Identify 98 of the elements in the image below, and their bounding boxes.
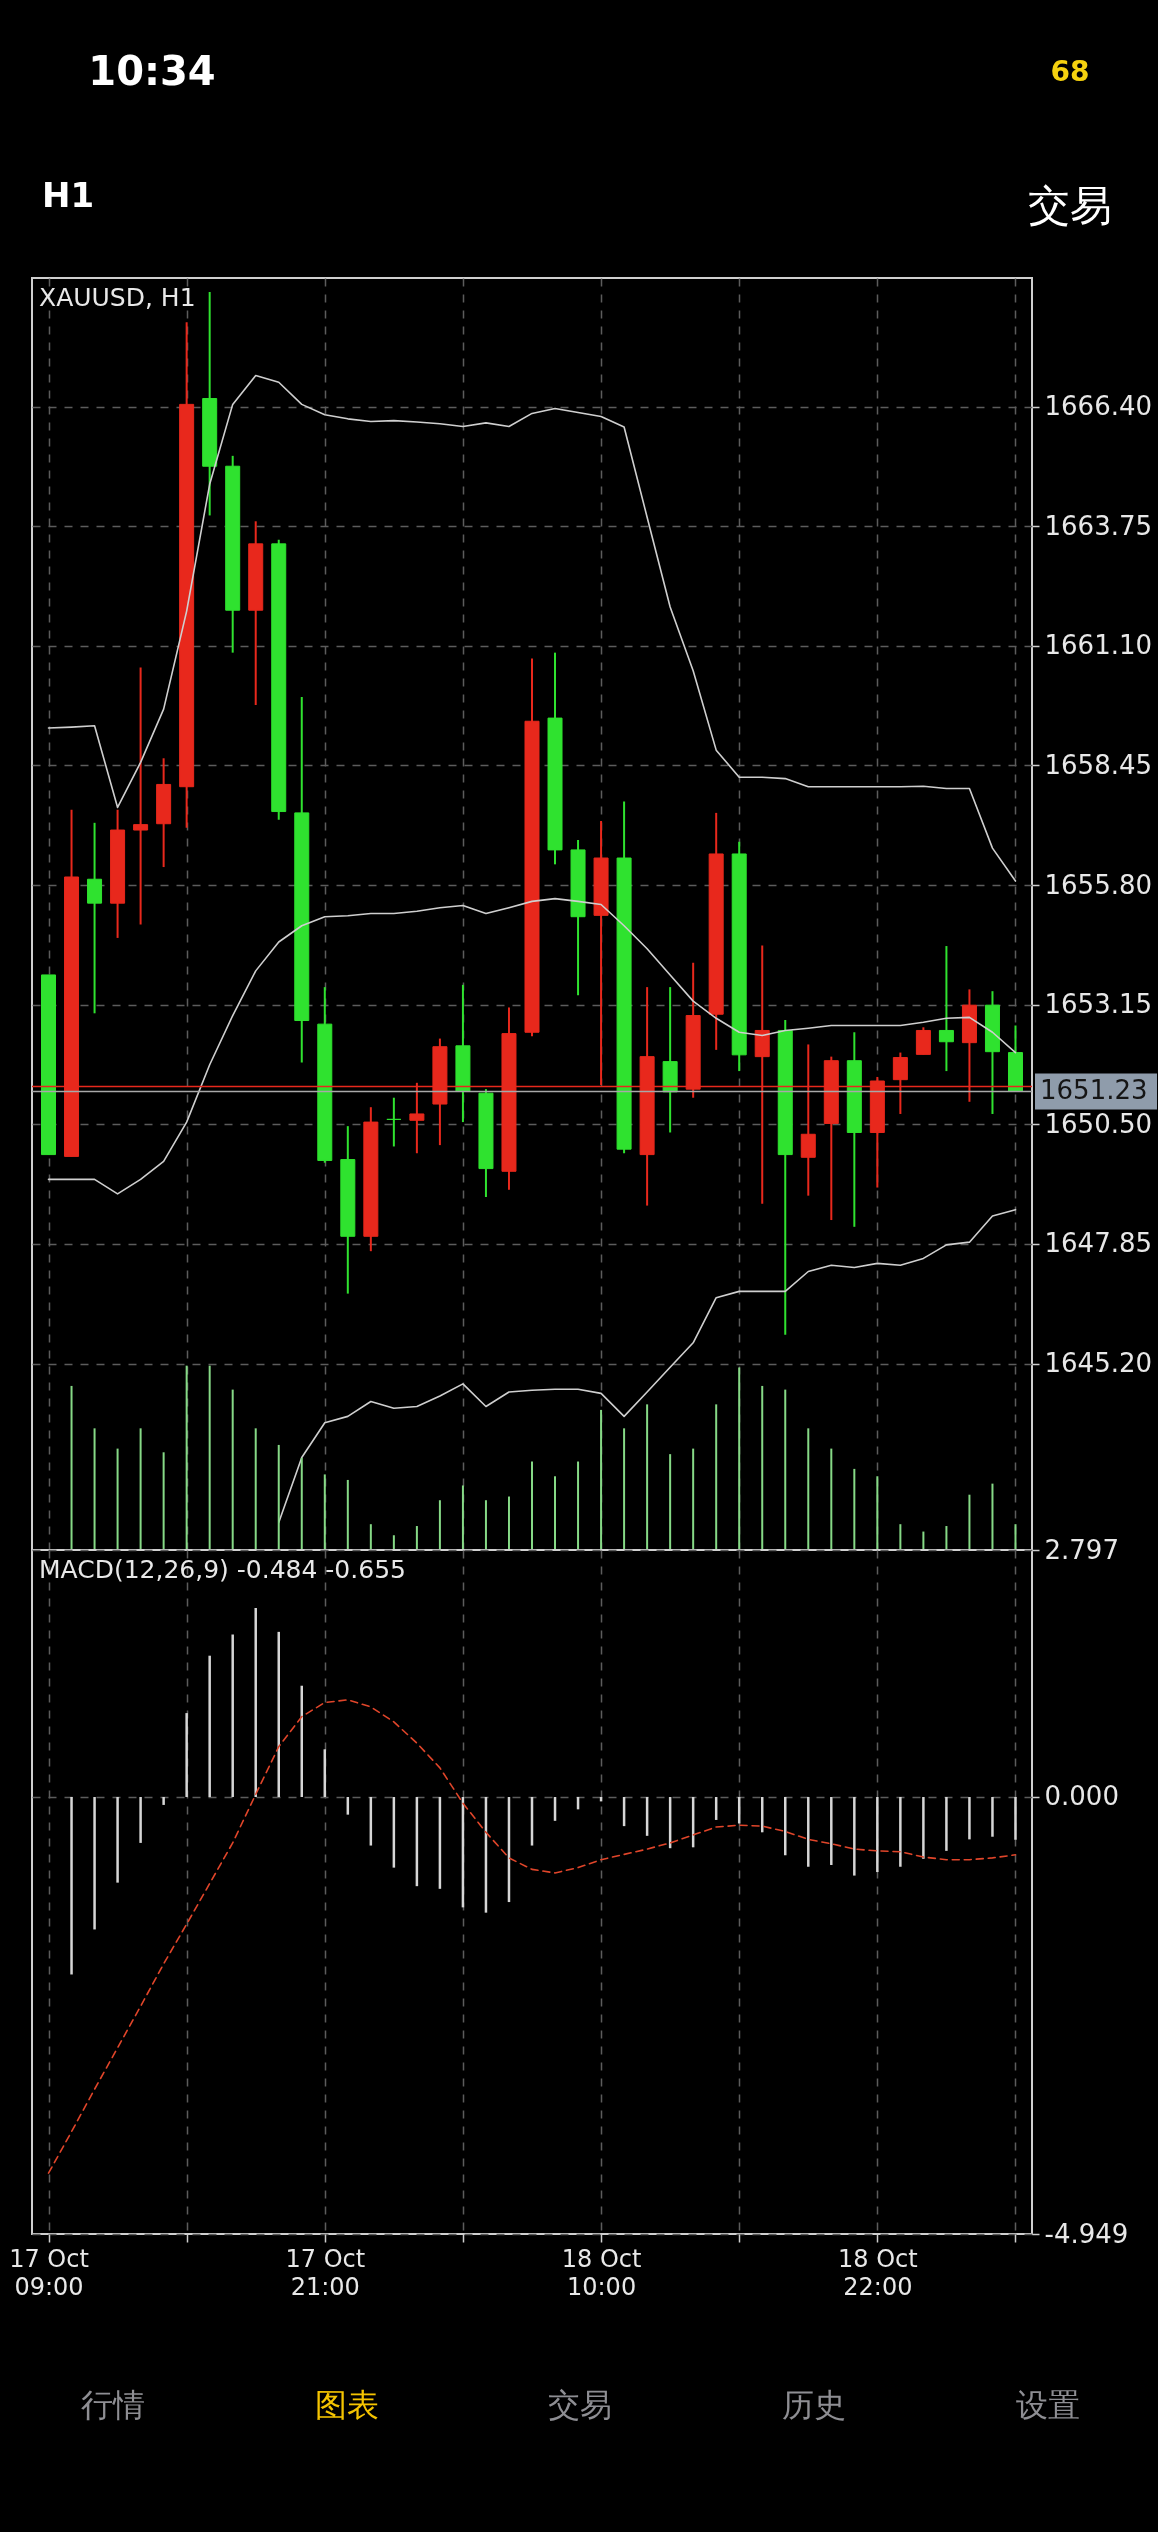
candlestick xyxy=(386,1096,402,1148)
y-tick-label: 1645.20 xyxy=(1044,1348,1153,1379)
bar xyxy=(968,1796,971,1840)
y-tick-label: 1663.75 xyxy=(1044,510,1153,541)
bar xyxy=(323,1474,326,1550)
y-tick-label: 1647.85 xyxy=(1044,1228,1153,1259)
text: 交易 xyxy=(548,2386,612,2424)
bar xyxy=(853,1796,856,1876)
bar xyxy=(93,1796,96,1930)
bar xyxy=(623,1428,626,1550)
bar xyxy=(461,1485,464,1550)
bar xyxy=(876,1796,879,1873)
chart-title: XAUUSD, H1 xyxy=(39,283,196,312)
bar xyxy=(738,1367,741,1550)
candlestick xyxy=(87,821,103,1015)
candlestick xyxy=(938,945,954,1073)
y-tick-label: 1655.80 xyxy=(1044,869,1153,900)
bar xyxy=(484,1500,487,1550)
text: 设置 xyxy=(1016,2386,1080,2424)
line-series xyxy=(47,1699,1017,2174)
bar xyxy=(830,1796,833,1865)
bar xyxy=(600,1409,603,1550)
bar xyxy=(715,1404,718,1550)
bar xyxy=(554,1476,557,1550)
y-tick-label: 1650.50 xyxy=(1044,1108,1153,1139)
x-tick-label: 18 Oct 10:00 xyxy=(561,2244,642,2301)
bar xyxy=(507,1496,510,1550)
bar xyxy=(208,1365,211,1550)
bar xyxy=(577,1461,580,1550)
bar xyxy=(646,1404,649,1550)
bar xyxy=(991,1796,994,1837)
text: 10:34 xyxy=(88,48,216,94)
bar xyxy=(369,1524,372,1550)
text: 68 xyxy=(1050,55,1090,88)
bar xyxy=(70,1796,73,1975)
bar xyxy=(185,1713,188,1797)
text: 图表 xyxy=(315,2386,379,2424)
bar xyxy=(93,1428,96,1550)
x-tick-label: 17 Oct 09:00 xyxy=(9,2244,89,2301)
bar xyxy=(968,1494,971,1550)
bar xyxy=(277,1444,280,1550)
bar xyxy=(807,1796,810,1867)
bar xyxy=(116,1448,119,1550)
bar xyxy=(392,1535,395,1550)
bar xyxy=(254,1428,257,1550)
text: 交易 xyxy=(1028,181,1112,230)
bar xyxy=(784,1796,787,1856)
bar xyxy=(231,1634,234,1797)
bar xyxy=(669,1454,672,1550)
text: 历史 xyxy=(782,2386,846,2424)
bar xyxy=(922,1531,925,1550)
bar xyxy=(139,1796,142,1843)
bar xyxy=(876,1476,879,1550)
bar xyxy=(991,1483,994,1550)
y-tick-label: 1666.40 xyxy=(1044,391,1153,422)
x-tick-label: 18 Oct 22:00 xyxy=(838,2244,918,2301)
bar xyxy=(531,1461,533,1550)
bar xyxy=(922,1796,925,1859)
bar xyxy=(1014,1524,1017,1550)
bar xyxy=(208,1655,211,1797)
bar xyxy=(185,1365,188,1550)
bar xyxy=(807,1428,810,1550)
candlestick xyxy=(133,666,149,926)
bar xyxy=(1014,1796,1017,1840)
bar xyxy=(784,1389,787,1550)
bar xyxy=(899,1796,902,1867)
y-tick-label: 1661.10 xyxy=(1044,630,1153,661)
bar xyxy=(162,1796,165,1805)
bar xyxy=(853,1468,856,1550)
bar xyxy=(945,1796,948,1851)
y-tick-label: 2.797 xyxy=(1044,1534,1119,1565)
bar xyxy=(692,1448,695,1550)
candlestick xyxy=(915,1026,931,1056)
bar xyxy=(761,1385,764,1550)
bar xyxy=(830,1448,833,1550)
y-tick-label: 0.000 xyxy=(1044,1781,1119,1812)
text: 行情 xyxy=(81,2386,145,2424)
bar xyxy=(945,1526,948,1550)
y-tick-label: 1658.45 xyxy=(1044,749,1153,780)
bar xyxy=(162,1452,165,1550)
bar xyxy=(277,1631,280,1797)
ref-line-label: 1651.23 xyxy=(1040,1075,1148,1106)
y-tick-label: 1653.15 xyxy=(1044,989,1153,1020)
bar xyxy=(231,1389,234,1550)
bar xyxy=(70,1385,73,1550)
chart-title: MACD(12,26,9) -0.484 -0.655 xyxy=(39,1555,406,1584)
line-series xyxy=(47,374,1017,882)
bar xyxy=(300,1457,303,1550)
bar xyxy=(438,1500,441,1550)
bar xyxy=(415,1526,418,1550)
bar xyxy=(254,1608,257,1797)
text: H1 xyxy=(41,175,95,215)
bar xyxy=(139,1428,142,1550)
y-tick-label: -4.949 xyxy=(1044,2218,1129,2249)
bar xyxy=(116,1796,119,1883)
bar xyxy=(899,1524,902,1550)
bar xyxy=(346,1479,349,1550)
x-tick-label: 17 Oct 21:00 xyxy=(285,2244,366,2301)
